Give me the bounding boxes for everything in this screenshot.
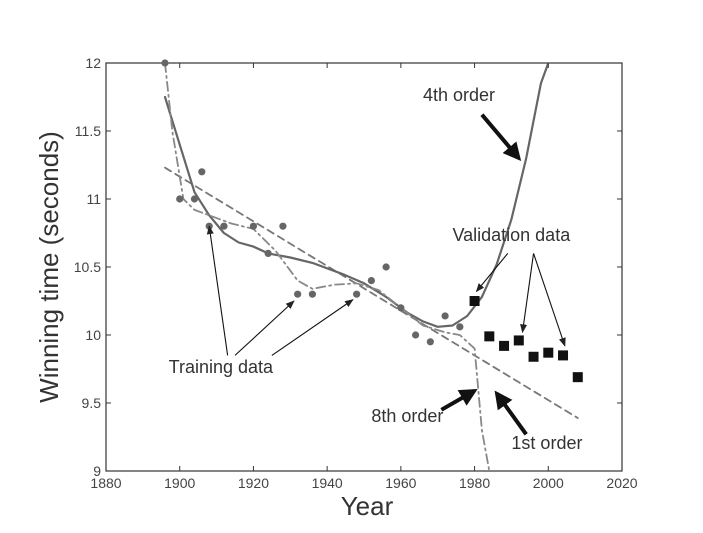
training-data-annotation-label: Training data (169, 357, 274, 377)
x-tick-label: 2000 (533, 475, 564, 491)
training-data-point (279, 222, 287, 230)
4th-order-annotation-label: 4th order (423, 85, 495, 105)
validation-data-annotation-arrow (475, 253, 509, 293)
training-data-point (161, 59, 169, 67)
annotation-layer: 4th order Validation data Training data 8th… (169, 85, 583, 453)
training-data-point (367, 277, 375, 285)
training-data-point (426, 338, 434, 346)
x-tick-label: 1940 (312, 475, 343, 491)
y-tick-label: 12 (85, 55, 101, 71)
training-data-point (441, 312, 449, 320)
validation-data-point (484, 331, 495, 342)
1st-order-fit-line (164, 166, 579, 419)
validation-data-point (513, 335, 524, 346)
x-tick-label: 1880 (90, 475, 121, 491)
training-data-point (294, 290, 302, 298)
x-axis-title: Year (341, 491, 394, 521)
training-data-point (456, 323, 464, 331)
4th-order-annotation-arrow (480, 113, 522, 161)
training-data-point (382, 263, 390, 271)
validation-data-point (499, 340, 510, 351)
training-data-point (190, 195, 199, 203)
1st-order-annotation-label: 1st order (511, 433, 582, 453)
training-data-point (264, 249, 272, 257)
training-data-annotation-arrow (271, 299, 354, 356)
y-axis-title: Winning time (seconds) (34, 131, 64, 403)
training-data-point (397, 304, 405, 312)
8th-order-annotation-arrow (440, 388, 478, 412)
y-tick-label: 9.5 (82, 395, 102, 411)
training-data-point (198, 168, 206, 176)
y-tick-label: 10.5 (74, 259, 101, 275)
validation-data-point (558, 350, 569, 361)
training-data-annotation-arrow (206, 225, 229, 356)
plot-border (105, 62, 623, 472)
x-tick-label: 1980 (459, 475, 490, 491)
8th-order-annotation-label: 8th order (371, 406, 443, 426)
training-data-point (176, 195, 184, 203)
validation-data-annotation-arrow (520, 253, 535, 334)
1st-order-annotation-arrow (494, 390, 528, 436)
y-tick-label: 11.5 (75, 123, 101, 139)
y-tick-label: 10 (85, 327, 101, 343)
training-data-point (412, 331, 420, 339)
4th-order-fit-line (163, 63, 550, 328)
8th-order-fit-line (164, 63, 491, 471)
validation-data-annotation-arrow (533, 253, 566, 347)
validation-data-point (528, 351, 539, 362)
training-data-point (353, 290, 361, 298)
x-tick-label: 1900 (164, 475, 195, 491)
validation-data-annotation-label: Validation data (452, 225, 571, 245)
training-data-point (249, 222, 258, 230)
x-tick-label: 1960 (385, 475, 416, 491)
validation-data-point (572, 372, 583, 383)
x-tick-label: 1920 (238, 475, 269, 491)
validation-data-point (469, 296, 480, 306)
training-data-point (220, 222, 228, 230)
series-layer (161, 59, 583, 471)
training-data-point (308, 290, 316, 298)
x-tick-label: 2020 (606, 475, 637, 491)
y-tick-label: 11 (86, 191, 101, 207)
tick-layer: 1880 1900 1920 1940 1960 1980 2000 2020 9 9.5 10 10… (74, 55, 638, 491)
y-tick-label: 9 (93, 463, 101, 479)
validation-data-point (543, 347, 554, 358)
plot-frame (105, 62, 623, 472)
training-data-annotation-arrow (234, 300, 295, 356)
